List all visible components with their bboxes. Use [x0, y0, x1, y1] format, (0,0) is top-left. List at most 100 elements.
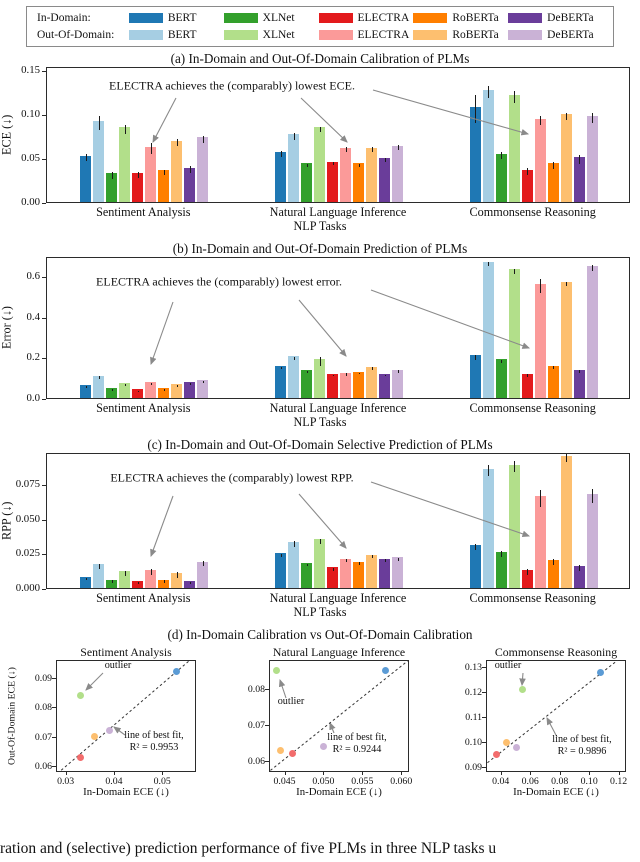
out-of-domain-bert-swatch-icon [128, 30, 163, 40]
y-tick-label: 0.000 [15, 582, 40, 594]
error-bar [397, 370, 399, 373]
x-axis-label: NLP Tasks [293, 219, 347, 233]
error-bar [319, 126, 321, 133]
x-tick-mark [401, 772, 403, 775]
scatter-point-bert [597, 668, 605, 676]
scatter-title-natural-language-inference: Natural Language Inference [272, 645, 406, 659]
bar-roberta-in-domain-natural-language-inference [353, 163, 364, 202]
bar-electra-out-of-domain-commonsense-reasoning [534, 496, 546, 588]
scatter-sentiment-analysis: Sentiment Analysis 0.03 0.04 0.05 0.06 0.07 0.… [6, 645, 200, 805]
y-tick-label: 0.050 [15, 512, 40, 525]
error-bar [384, 374, 386, 377]
outlier-label: outlier [277, 696, 305, 707]
bar-bert-out-of-domain-commonsense-reasoning [482, 89, 494, 202]
error-bar [332, 374, 334, 377]
category-label-commonsense-reasoning: Commonsense Reasoning [469, 591, 596, 605]
category-label-natural-language-inference: Natural Language Inference [269, 205, 407, 219]
x-tick-mark [65, 772, 67, 775]
error-bar [332, 567, 334, 571]
error-bar [475, 544, 477, 550]
legend-model-label: XLNet [262, 12, 295, 24]
x-tick-label: 0.10 [580, 776, 598, 787]
legend-model-label: RoBERTa [452, 29, 499, 41]
scatter-x-axis-label: In-Domain ECE (↓) [296, 786, 382, 798]
error-bar [358, 372, 360, 375]
bar-xlnet-in-domain-sentiment-analysis [106, 387, 118, 398]
scatter-point-deberta [513, 743, 521, 751]
error-bar [293, 357, 295, 360]
y-tick-label: 0.08 [247, 683, 265, 695]
error-bar [592, 488, 594, 503]
out-of-domain-deberta-swatch-icon [508, 30, 543, 40]
bar-bert-in-domain-sentiment-analysis [80, 155, 92, 202]
bar-deberta-in-domain-sentiment-analysis [184, 381, 196, 398]
bar-roberta-out-of-domain-natural-language-inference [366, 147, 377, 202]
y-tick-mark [482, 742, 486, 744]
legend-model-label: ELECTRA [357, 29, 410, 41]
y-tick-mark [52, 707, 56, 709]
out-of-domain-xlnet-swatch-icon [223, 30, 258, 40]
legend-model-label: BERT [167, 12, 197, 24]
y-tick-mark [42, 589, 46, 590]
bar-xlnet-in-domain-commonsense-reasoning [495, 551, 507, 588]
scatter-commonsense-reasoning: Commonsense Reasoning 0.04 0.06 0.08 0.10 0.1… [446, 645, 630, 805]
bar-electra-in-domain-natural-language-inference [327, 161, 338, 202]
y-tick-label: 0.4 [26, 310, 41, 323]
plot-area-b: ELECTRA achieves the (comparably) lowest… [46, 257, 630, 399]
bar-electra-out-of-domain-sentiment-analysis [145, 381, 157, 398]
error-bar [98, 116, 101, 131]
x-tick-label: 0.050 [312, 776, 335, 787]
bar-bert-in-domain-commonsense-reasoning [469, 544, 481, 588]
x-tick-label: 0.04 [492, 776, 510, 787]
bar-roberta-in-domain-natural-language-inference [353, 561, 364, 588]
y-tick-label: 0.10 [464, 737, 482, 749]
legend-in-domain-label: In-Domain: [37, 12, 91, 24]
error-bar [553, 365, 555, 370]
error-bar [345, 559, 347, 563]
error-bar [553, 559, 555, 566]
error-bar [371, 367, 373, 370]
error-bar [111, 389, 114, 391]
error-bar [332, 161, 334, 166]
error-bar [98, 563, 101, 570]
arrow-line [150, 301, 174, 366]
legend-item-in-domain-bert: BERT [128, 12, 224, 24]
bar-roberta-in-domain-commonsense-reasoning [547, 365, 559, 398]
x-tick-mark [618, 772, 620, 775]
y-tick-mark [265, 688, 269, 690]
y-tick-label: 0.0 [26, 392, 41, 404]
bar-deberta-in-domain-commonsense-reasoning [573, 369, 585, 398]
bar-electra-out-of-domain-sentiment-analysis [145, 146, 157, 202]
outlier-label: outlier [494, 660, 522, 671]
bar-deberta-in-domain-natural-language-inference [379, 373, 390, 398]
bar-electra-in-domain-sentiment-analysis [132, 389, 144, 398]
scatter-plot-commonsense-reasoning [486, 660, 626, 772]
bar-roberta-in-domain-natural-language-inference [353, 371, 364, 398]
legend-item-in-domain-xlnet: XLNet [223, 12, 319, 24]
bar-roberta-out-of-domain-commonsense-reasoning [560, 456, 572, 588]
scatter-point-electra [76, 753, 84, 761]
error-bar [371, 146, 373, 153]
out-of-domain-roberta-swatch-icon [413, 30, 448, 40]
error-bar [293, 132, 295, 140]
y-tick-label: 0.08 [34, 702, 52, 714]
error-bar [527, 374, 529, 378]
in-domain-deberta-swatch-icon [508, 13, 543, 23]
bar-roberta-in-domain-commonsense-reasoning [547, 560, 559, 588]
bar-deberta-in-domain-sentiment-analysis [184, 581, 196, 588]
y-tick-mark [42, 358, 46, 360]
error-bar [202, 380, 205, 383]
bar-xlnet-in-domain-sentiment-analysis [106, 579, 118, 588]
bar-xlnet-out-of-domain-commonsense-reasoning [508, 464, 520, 588]
error-bar [85, 577, 88, 581]
error-bar [488, 85, 490, 98]
error-bar [124, 384, 127, 387]
error-bar [345, 373, 347, 376]
error-bar [527, 569, 529, 575]
category-label-commonsense-reasoning: Commonsense Reasoning [469, 401, 596, 415]
error-bar [202, 135, 205, 143]
bar-deberta-in-domain-natural-language-inference [379, 158, 390, 202]
y-tick-mark [482, 717, 486, 719]
legend-row-in-domain: In-Domain: BERT XLNet ELECTRA RoBERTa DeBERTa [37, 10, 603, 26]
y-tick-label: 0.13 [464, 662, 482, 674]
